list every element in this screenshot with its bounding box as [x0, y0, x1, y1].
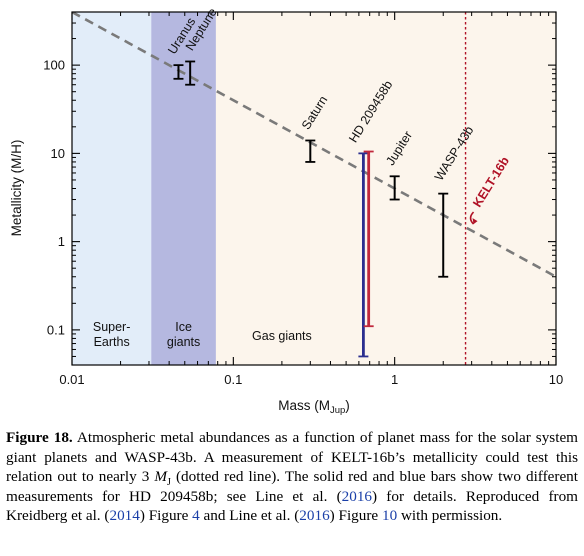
figure-link[interactable]: 10: [381, 507, 398, 525]
x-tick-label: 10: [549, 372, 563, 387]
y-tick-label: 0.1: [47, 322, 65, 337]
kelt-arrow-head: [472, 218, 478, 225]
region-gas-giants: [215, 12, 556, 365]
region-label: Super-: [93, 320, 131, 334]
region-label: giants: [167, 335, 200, 349]
axes-ticks: 0.01 0.1 1 10 0.1 1 10 100: [43, 11, 563, 387]
y-tick-label: 1: [58, 234, 65, 249]
x-axis-label: Mass (MJup): [278, 398, 350, 416]
reference-link[interactable]: 2016: [299, 507, 330, 525]
x-tick-label: 1: [391, 372, 398, 387]
region-super-earths: [72, 12, 152, 365]
figure-label: Figure 18.: [6, 429, 73, 446]
region-label: Ice: [175, 320, 192, 334]
y-axis-label: Metallicity (M/H): [9, 140, 24, 237]
region-label: Earths: [94, 335, 130, 349]
error-bars: [173, 60, 449, 358]
x-tick-label: 0.01: [59, 372, 84, 387]
region-label: Gas giants: [252, 329, 312, 343]
reference-link[interactable]: 2016: [341, 487, 373, 505]
x-tick-label: 0.1: [224, 372, 242, 387]
kelt-arrow: [469, 211, 475, 225]
trend-line: [72, 12, 556, 278]
reference-link[interactable]: 2014: [109, 507, 140, 525]
figure-caption: Figure 18. Atmospheric metal abundances …: [6, 429, 578, 525]
y-tick-label: 100: [43, 58, 65, 73]
y-tick-label: 10: [51, 146, 65, 161]
figure-link[interactable]: 4: [192, 507, 200, 525]
region-ice-giants: [151, 12, 216, 365]
trend-line-group: [72, 12, 556, 278]
